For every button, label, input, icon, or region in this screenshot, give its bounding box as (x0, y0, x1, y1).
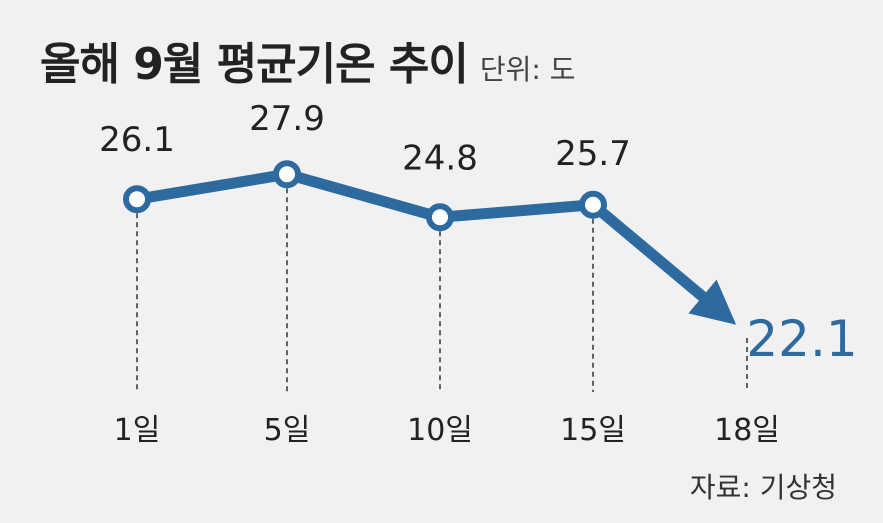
value-label: 27.9 (249, 99, 325, 139)
value-label: 26.1 (99, 120, 175, 160)
chart-header: 올해 9월 평균기온 추이 단위: 도 (40, 28, 576, 92)
chart-title: 올해 9월 평균기온 추이 (40, 39, 469, 90)
series-line (131, 168, 599, 223)
source-label: 자료: 기상청 (689, 471, 837, 504)
unit-label: 단위: 도 (479, 53, 576, 86)
series-arrow (587, 199, 737, 325)
value-label: 24.8 (402, 138, 478, 178)
data-point (273, 160, 301, 189)
data-point (579, 190, 607, 219)
x-tick-label: 18일 (714, 413, 780, 448)
x-tick-label: 15일 (560, 413, 626, 448)
value-label: 25.7 (555, 134, 631, 174)
x-tick-label: 5일 (264, 413, 311, 448)
data-point (426, 203, 454, 232)
x-tick-label: 1일 (114, 413, 161, 448)
value-label: 22.1 (746, 310, 857, 368)
x-tick-label: 10일 (407, 413, 473, 448)
data-point (123, 185, 151, 214)
